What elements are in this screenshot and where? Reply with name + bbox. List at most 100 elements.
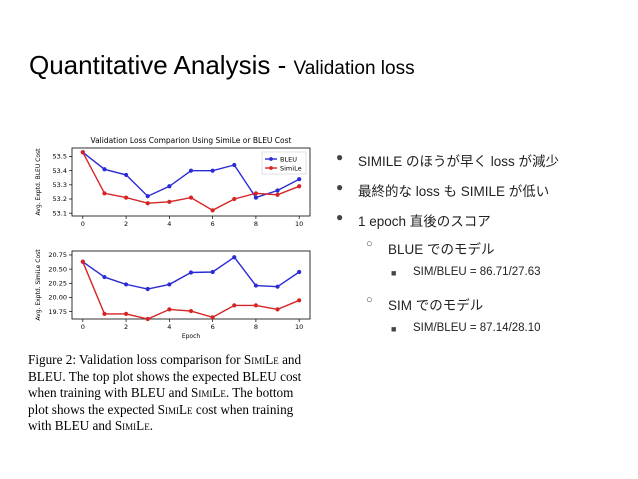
bullet-text: SIM でのモデル [388, 298, 484, 313]
data-point-bleu [188, 270, 194, 275]
x-tick-label: 10 [295, 323, 303, 331]
data-point-simile [145, 316, 150, 322]
data-point-bleu [210, 168, 215, 173]
data-point-bleu [297, 177, 302, 182]
y-tick-label: 53.2 [53, 195, 67, 203]
data-point-bleu [232, 255, 237, 260]
data-point-bleu [102, 274, 107, 280]
data-point-simile [210, 315, 215, 320]
data-point-simile [253, 303, 259, 308]
x-tick-label: 0 [81, 220, 85, 228]
legend-swatch-dot [269, 157, 273, 161]
bullet-marker: ○ [366, 294, 373, 306]
legend-swatch-dot [269, 166, 273, 170]
data-point-bleu [145, 286, 150, 292]
caption-line: BLEU. The top plot shows the expected BL… [28, 369, 328, 386]
caption-text: cost when training [192, 401, 294, 417]
caption-smallcaps: SimiLe [190, 385, 226, 401]
data-point-simile [210, 208, 215, 213]
data-point-bleu [188, 168, 194, 173]
x-tick-label: 2 [124, 220, 128, 228]
data-point-bleu [275, 188, 280, 193]
caption-smallcaps: SimiLe [243, 352, 279, 367]
y-tick-label: 53.1 [53, 209, 67, 217]
y-tick-label: 20.75 [48, 251, 67, 259]
data-point-bleu [253, 283, 259, 288]
bullet-marker: ■ [391, 324, 397, 334]
data-point-simile [188, 308, 194, 314]
caption-smallcaps: SimiLe [157, 401, 193, 417]
data-point-simile [102, 191, 107, 196]
figure-svg: Validation Loss Comparion Using SimiLe o… [35, 136, 311, 340]
data-point-bleu [167, 184, 172, 189]
caption-text: Figure 2: Validation loss comparison for [28, 352, 244, 367]
data-point-simile [80, 259, 85, 264]
data-point-bleu [210, 269, 215, 275]
data-point-bleu [253, 195, 259, 200]
x-tick-label: 8 [254, 220, 258, 228]
bullet-text: SIM/BLEU = 87.14/28.10 [413, 322, 541, 334]
caption-text: plot shows the expected [28, 401, 158, 417]
data-point-simile [123, 311, 129, 316]
data-point-simile [167, 307, 172, 312]
data-point-bleu [102, 167, 107, 172]
slide-title: Quantitative Analysis - Validation loss [29, 50, 415, 81]
y-tick-label: 53.5 [53, 153, 67, 161]
y-tick-label: 20.00 [48, 294, 67, 302]
x-tick-label: 8 [254, 323, 258, 331]
x-tick-label: 6 [211, 323, 215, 331]
caption-line: when training with BLEU and SimiLe. The … [28, 385, 328, 402]
slide-title-sub: Validation loss [293, 58, 415, 79]
data-point-simile [275, 307, 280, 312]
legend-label: BLEU [280, 155, 297, 163]
y-tick-label: 20.50 [48, 265, 67, 273]
x-tick-label: 4 [167, 220, 171, 228]
y-tick-label: 19.75 [48, 308, 67, 316]
bullet-marker: ● [336, 210, 344, 224]
bullet-text: BLUE でのモデル [388, 242, 495, 257]
data-point-simile [102, 311, 107, 316]
caption-text: . The bottom [225, 385, 294, 401]
data-point-bleu [297, 269, 302, 275]
bullet-text: SIM/BLEU = 86.71/27.63 [413, 266, 541, 278]
figure-caption: Figure 2: Validation loss comparison for… [28, 352, 328, 435]
data-point-simile [123, 195, 129, 200]
caption-smallcaps: SimiLe [114, 418, 150, 434]
caption-line: plot shows the expected SimiLe cost when… [28, 402, 328, 419]
bullet-marker: ● [336, 150, 344, 164]
caption-line: Figure 2: Validation loss comparison for… [28, 352, 328, 369]
data-point-simile [232, 196, 237, 202]
bullet-text: 最終的な loss も SIMILE が低い [358, 184, 550, 199]
x-tick-label: 4 [167, 323, 171, 331]
caption-text: when training with BLEU and [28, 385, 191, 401]
data-point-simile [80, 150, 85, 155]
data-point-bleu [145, 194, 150, 199]
data-point-bleu [167, 282, 172, 287]
caption-text: and [278, 352, 302, 367]
data-point-simile [232, 303, 237, 308]
y-tick-label: 53.3 [53, 181, 67, 189]
data-point-simile [297, 184, 302, 189]
y-tick-label: 53.4 [53, 167, 67, 175]
y-axis-label: Avg. Exptd. SimiLe Cost [35, 249, 42, 321]
x-tick-label: 10 [295, 220, 303, 228]
bullet-marker: ● [336, 180, 344, 194]
x-tick-label: 2 [124, 323, 128, 331]
data-point-simile [297, 298, 302, 303]
caption-line: with BLEU and SimiLe. [28, 418, 328, 435]
data-point-simile [188, 195, 194, 200]
bullet-marker: ■ [391, 268, 397, 278]
caption-text: with BLEU and [28, 418, 115, 434]
data-point-simile [145, 201, 150, 206]
x-tick-label: 6 [211, 220, 215, 228]
bullet-text: SIMILE のほうが早く loss が減少 [358, 154, 560, 169]
x-tick-label: 0 [81, 323, 85, 331]
x-axis-label: Epoch [182, 333, 201, 340]
bullet-text: 1 epoch 直後のスコア [358, 214, 491, 229]
slide-title-main: Quantitative Analysis - [29, 50, 294, 80]
chart-title: Validation Loss Comparion Using SimiLe o… [91, 136, 292, 145]
data-point-simile [253, 191, 259, 196]
legend-label: SimiLe [280, 164, 302, 172]
bullet-marker: ○ [366, 238, 373, 250]
figure: Validation Loss Comparion Using SimiLe o… [28, 126, 318, 350]
